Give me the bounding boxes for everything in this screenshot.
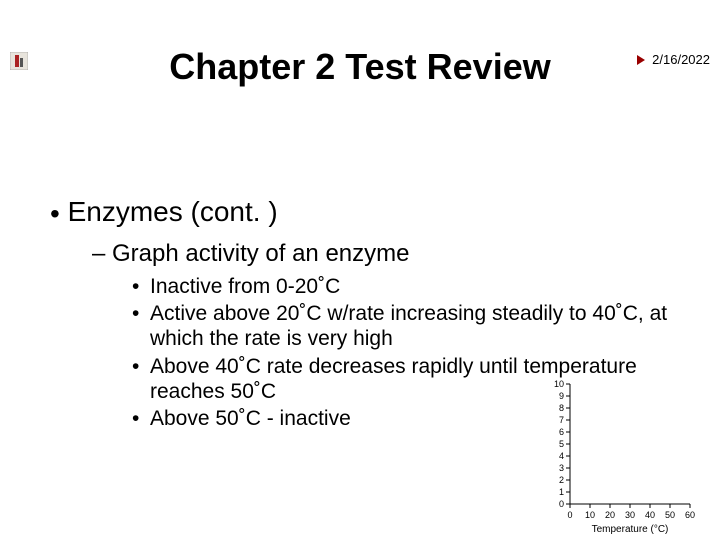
slide-title: Chapter 2 Test Review [0, 46, 720, 88]
svg-text:9: 9 [559, 391, 564, 401]
svg-text:20: 20 [605, 510, 615, 520]
bullet-level1: • Enzymes (cont. ) [50, 196, 278, 230]
svg-text:50: 50 [665, 510, 675, 520]
svg-text:5: 5 [559, 439, 564, 449]
svg-text:7: 7 [559, 415, 564, 425]
svg-text:10: 10 [554, 379, 564, 389]
level3-item: Inactive from 0-20˚C [132, 274, 672, 299]
svg-text:2: 2 [559, 475, 564, 485]
svg-text:40: 40 [645, 510, 655, 520]
date-marker-icon [636, 54, 646, 66]
svg-text:Temperature (°C): Temperature (°C) [592, 524, 669, 535]
svg-text:1: 1 [559, 487, 564, 497]
bullet-level2: – Graph activity of an enzyme [92, 240, 409, 268]
bullet-dot-icon: • [50, 198, 60, 230]
svg-text:30: 30 [625, 510, 635, 520]
enzyme-activity-chart: 0 1 2 3 4 5 6 7 8 9 10 0 10 20 30 40 50 60 Temperature (°C… [540, 376, 700, 540]
level3-item: Active above 20˚C w/rate increasing stea… [132, 301, 672, 351]
svg-text:0: 0 [559, 499, 564, 509]
date-text: 2/16/2022 [652, 52, 710, 67]
svg-text:0: 0 [567, 510, 572, 520]
svg-text:10: 10 [585, 510, 595, 520]
svg-text:3: 3 [559, 463, 564, 473]
level1-text: Enzymes (cont. ) [68, 196, 278, 227]
svg-text:8: 8 [559, 403, 564, 413]
svg-text:60: 60 [685, 510, 695, 520]
svg-text:4: 4 [559, 451, 564, 461]
svg-text:6: 6 [559, 427, 564, 437]
app-logo-icon [10, 52, 28, 70]
